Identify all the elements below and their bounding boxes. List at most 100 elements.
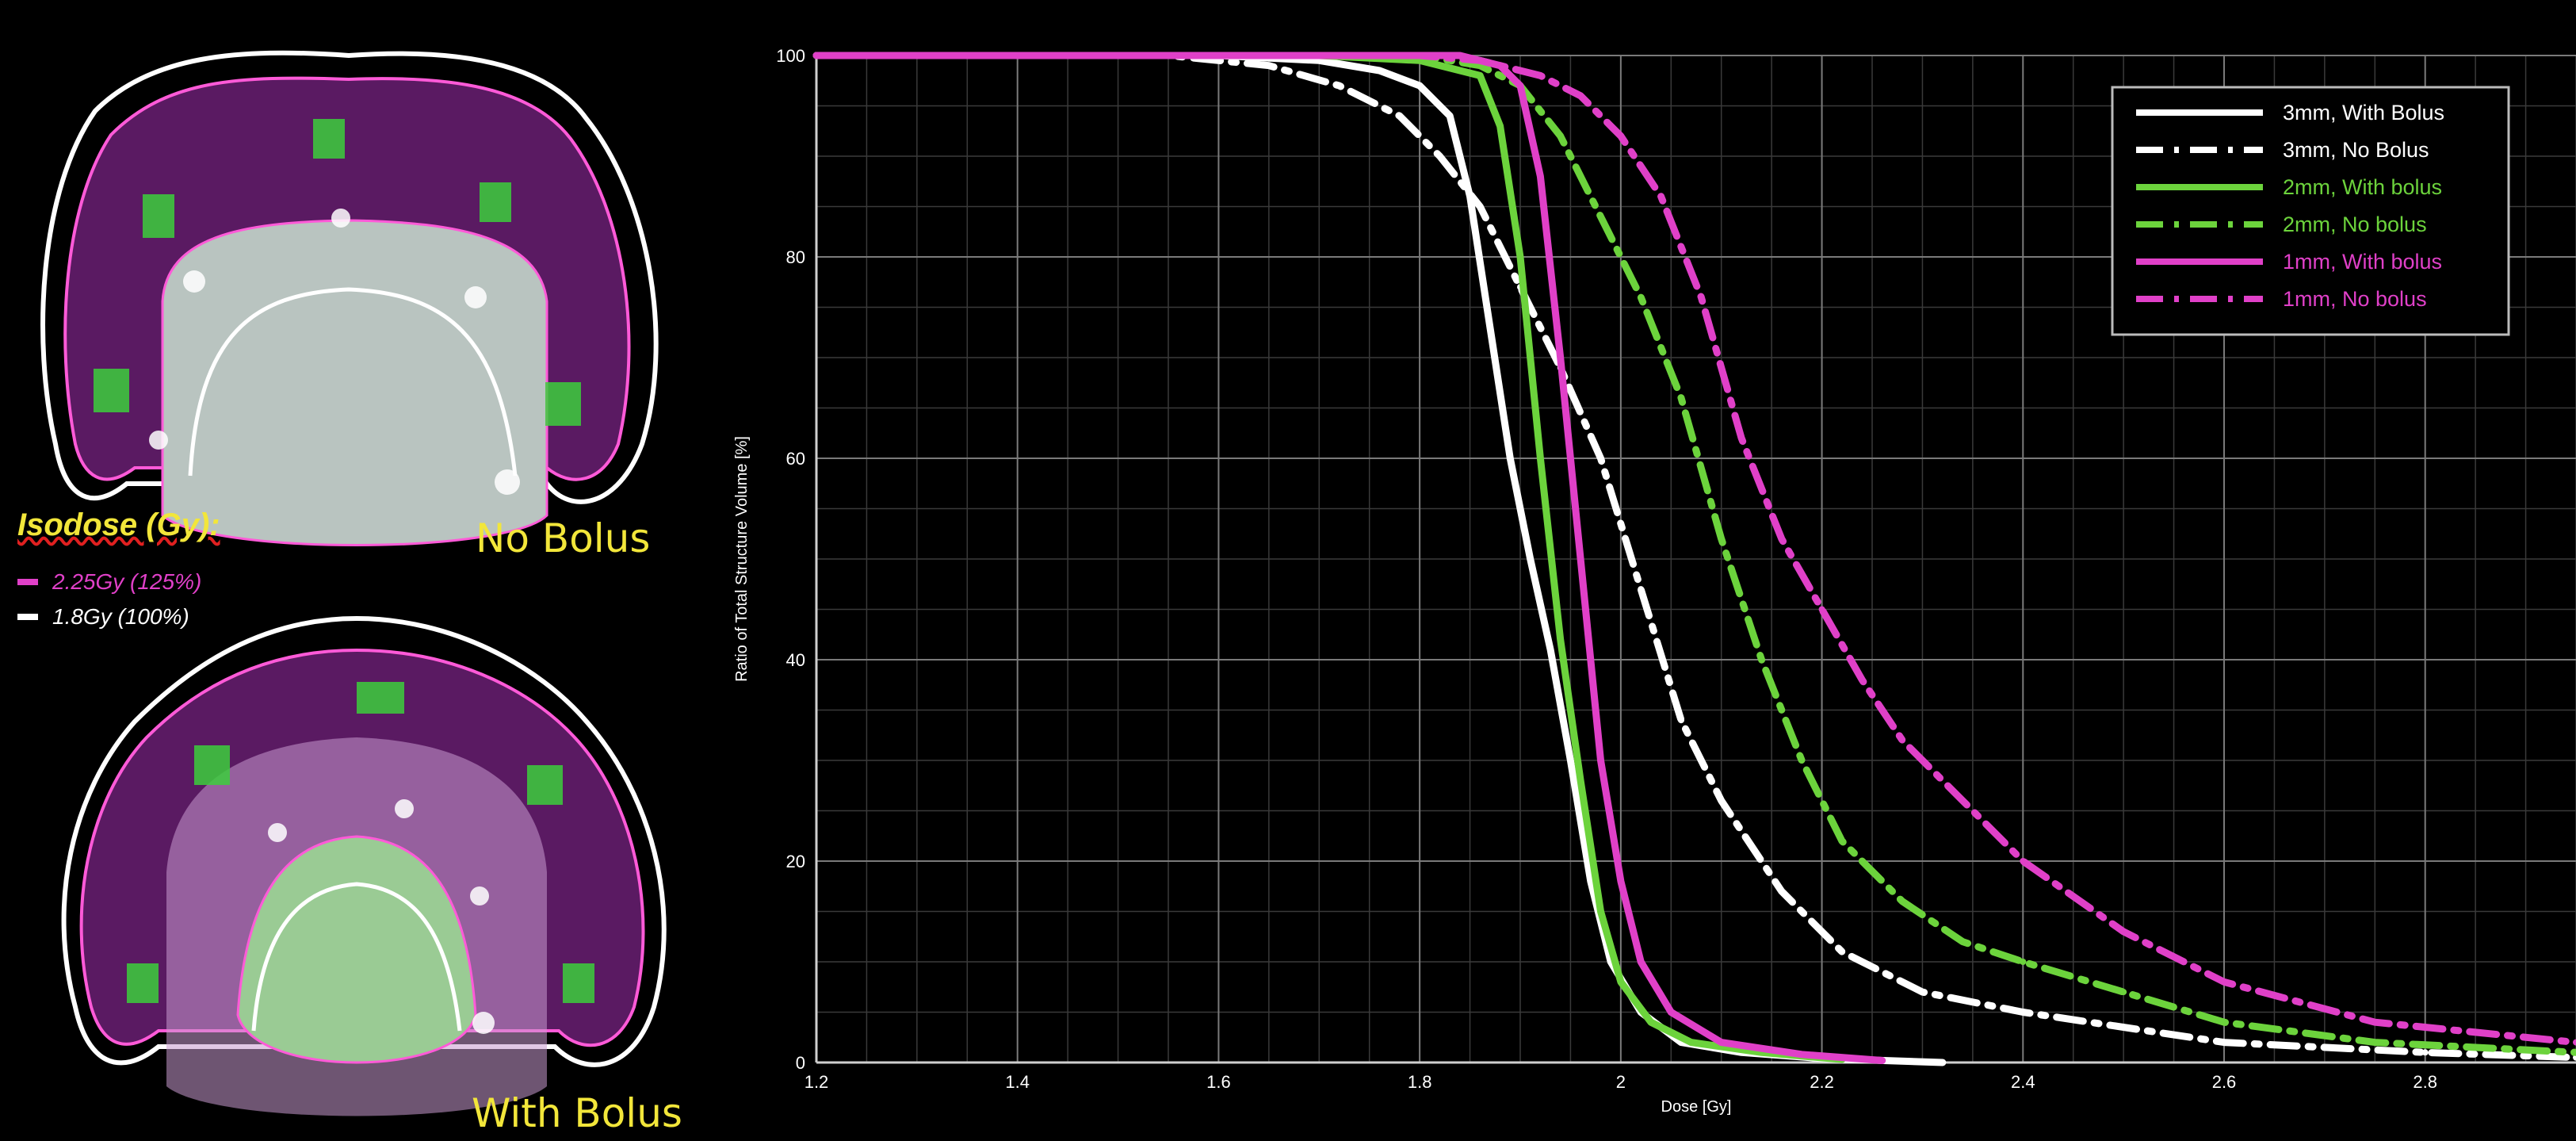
data-point [2120,989,2127,996]
data-point [2221,978,2227,986]
data-point [1416,82,1424,90]
isodose-legend-title: Isodose (Gy): [17,507,220,542]
data-point [2573,1039,2576,1046]
seed-markers-bottom [127,682,594,1003]
data-point [1738,435,1745,442]
data-point [1838,948,1845,955]
isodose-100-swatch [17,614,38,620]
ct-images [40,50,667,1116]
data-point [1597,757,1604,764]
data-point [2221,1039,2227,1046]
legend-entry: 3mm, No Bolus [2283,138,2429,162]
data-point [2120,928,2127,935]
data-point [1557,132,1564,140]
airway-region [161,219,548,546]
legend-entry: 2mm, With bolus [2283,175,2442,199]
bolus-airway-region [236,835,477,1064]
data-point [1527,556,1534,562]
data-point [1758,657,1765,663]
outer-contour-bolus [61,615,667,1067]
bright-spots-bottom [268,799,495,1034]
data-point [1597,455,1604,461]
data-point [1638,586,1645,593]
data-point [1486,324,1493,331]
ct-image-panel: No Bolus With Bolus Isodose (Gy): 2.25Gy… [0,0,698,1137]
data-point [1677,717,1684,724]
isodose-125-swatch [17,579,38,585]
with-bolus-label: With Bolus [472,1090,682,1136]
data-point [2020,1009,2027,1016]
data-point [1557,354,1564,361]
data-point [1687,1039,1695,1046]
data-point [813,52,820,59]
y-tick-label: 60 [786,449,805,469]
data-point [1396,113,1403,120]
data-point [1718,1039,1725,1046]
data-point [1537,173,1544,180]
x-tick-label: 1.8 [1408,1072,1432,1092]
data-point [2421,1049,2429,1056]
isodose-entry-100: 1.8Gy (100%) [17,604,189,630]
data-point [1416,52,1424,59]
data-point [1859,676,1866,683]
x-tick-label: 2 [1616,1072,1626,1092]
data-point [2020,858,2027,864]
isodose-100-label: 1.8Gy (100%) [52,604,189,629]
data-point [1668,1009,1675,1016]
data-point [1838,837,1845,844]
data-point [1517,82,1523,90]
data-point [1899,898,1906,905]
y-tick-label: 40 [786,650,805,670]
data-point [1577,556,1584,562]
x-tick-label: 2.4 [2011,1072,2035,1092]
isodose-entry-125: 2.25Gy (125%) [17,569,201,595]
legend-entry: 2mm, No bolus [2283,213,2427,236]
legend-box [2111,86,2510,336]
data-point [1939,1059,1946,1066]
x-axis-label: Dose [Gy] [1661,1098,1732,1116]
data-point [1778,888,1785,895]
legend-entry: 1mm, No bolus [2283,287,2427,311]
isodose-100-line-bottom [251,882,462,1032]
legend-entry: 3mm, With Bolus [2283,101,2444,124]
data-point [2372,1019,2379,1026]
data-point [1577,92,1584,99]
no-bolus-label: No Bolus [476,515,651,561]
data-point [1617,978,1624,986]
data-point [1376,67,1383,75]
ct-with-bolus-image [61,615,667,1116]
y-tick-label: 100 [776,46,805,66]
ct-no-bolus-image [40,50,659,546]
data-point [2020,959,2027,965]
data-point [1959,797,1966,804]
data-point [1477,72,1484,79]
data-point [1647,1019,1654,1026]
data-point [1798,1051,1806,1058]
x-tick-label: 2.6 [2212,1072,2237,1092]
data-point [1778,535,1785,542]
data-point [1818,606,1825,613]
x-tick-label: 2.2 [1810,1072,1834,1092]
data-point [1436,153,1443,159]
series-line [812,52,2576,1062]
isodose-100-line-top [188,287,518,477]
data-point [1567,757,1574,764]
data-point [1959,938,1966,945]
x-tick-label: 1.4 [1005,1072,1030,1092]
data-point [1677,394,1684,401]
data-point [1336,82,1343,90]
bright-spots-top [149,209,520,495]
data-point [2573,1049,2576,1056]
data-point [2372,1039,2379,1046]
data-point [1638,293,1645,301]
y-axis-label: Ratio of Total Structure Volume [%] [733,436,751,682]
data-point [1537,455,1544,461]
data-point [1878,1057,1886,1064]
data-point [1517,254,1523,260]
legend-entry: 1mm, With bolus [2283,250,2442,274]
seed-markers-top [94,119,581,426]
data-point [1547,646,1554,653]
data-point [1617,132,1624,140]
data-point [1477,203,1484,210]
